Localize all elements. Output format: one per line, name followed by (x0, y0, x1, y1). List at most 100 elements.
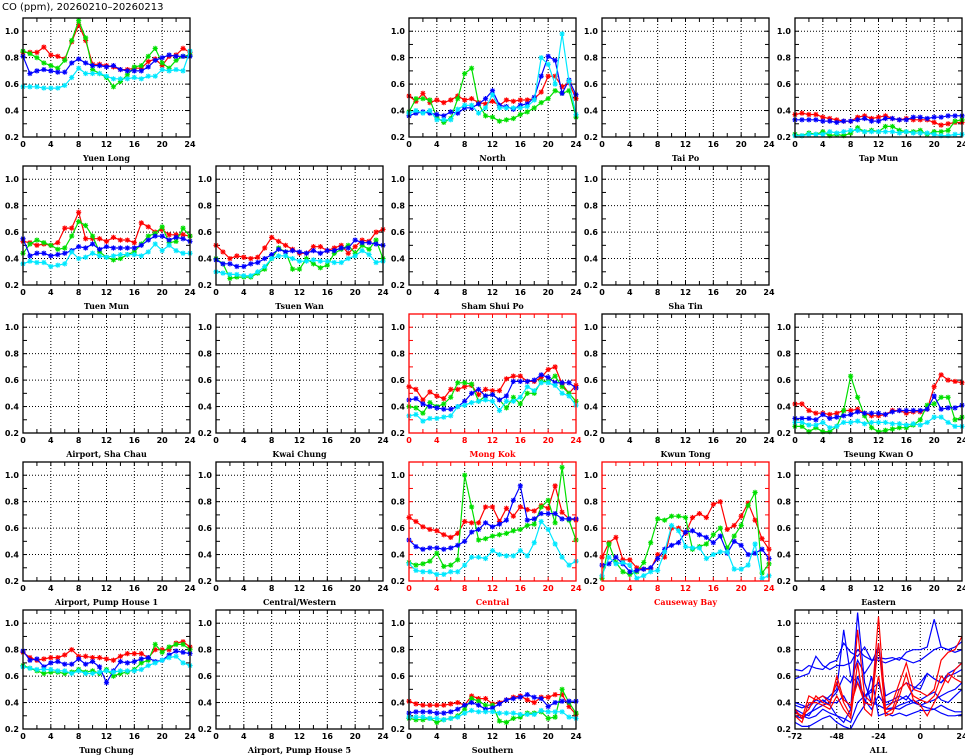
x-tick-label: 24 (570, 436, 582, 445)
data-point-cyan (89, 70, 96, 77)
data-point-blue (89, 658, 96, 665)
data-point-blue (482, 96, 489, 102)
panel-southern: 0.2 0.4 0.6 0.8 1.0 0 4 8 12 16 20 24 Southern (391, 609, 582, 755)
data-point-blue (952, 113, 958, 119)
data-point-blue (559, 380, 565, 386)
data-point-cyan (503, 398, 510, 404)
data-point-green (159, 60, 165, 66)
data-point-blue (517, 378, 523, 385)
data-point-blue (538, 695, 544, 702)
data-point-green (55, 65, 61, 71)
panel-airport-sha-chau: 0.2 0.4 0.6 0.8 1.0 0 4 8 12 16 20 24 Airport, Sha C… (5, 313, 196, 459)
data-point-cyan (552, 81, 558, 87)
data-point-cyan (489, 709, 496, 715)
y-tick-label: 1.0 (391, 27, 406, 36)
series-line-blue (794, 681, 962, 724)
data-point-green (496, 118, 503, 124)
data-point-blue (559, 90, 565, 96)
data-point-blue (455, 542, 461, 548)
data-point-red (545, 505, 551, 511)
y-tick-label: 0.2 (584, 133, 598, 142)
data-point-cyan (545, 526, 551, 533)
panel-title: Central/Western (263, 597, 336, 607)
y-tick-label: 0.4 (198, 551, 213, 560)
data-point-red (234, 253, 240, 259)
page-title: CO (ppm), 20260210–20260213 (2, 2, 164, 13)
data-point-green (675, 513, 682, 519)
data-point-blue (159, 233, 165, 239)
x-tick-label: 0 (213, 288, 219, 297)
y-tick-label: 0.8 (391, 350, 406, 359)
data-point-blue (138, 656, 144, 662)
data-point-green (655, 516, 661, 522)
data-point-blue (489, 88, 496, 94)
data-point-blue (469, 699, 475, 706)
y-tick-label: 1.0 (777, 323, 792, 332)
data-point-red (276, 238, 282, 244)
data-point-blue (855, 117, 861, 123)
data-point-blue (524, 101, 530, 107)
data-point-blue (945, 405, 951, 411)
data-point-red (145, 224, 151, 230)
data-point-green (552, 88, 558, 94)
data-point-green (34, 55, 40, 61)
y-tick-label: 0.2 (584, 577, 598, 586)
data-point-red (517, 97, 523, 103)
data-point-cyan (531, 711, 537, 718)
panel-title: Airport, Pump House 5 (247, 745, 351, 755)
series-line-red (408, 483, 577, 539)
panel-frame (408, 609, 577, 730)
y-tick-label: 1.0 (391, 619, 406, 628)
data-point-red (689, 514, 696, 521)
data-point-cyan (496, 551, 503, 558)
data-point-blue (303, 250, 310, 256)
data-point-green (820, 429, 826, 435)
data-point-red (938, 122, 944, 128)
data-point-green (882, 427, 889, 433)
data-point-blue (634, 567, 640, 574)
data-point-cyan (806, 422, 812, 428)
y-tick-label: 0.6 (198, 672, 213, 681)
data-point-red (27, 655, 33, 661)
data-point-cyan (924, 130, 930, 136)
panel-frame (215, 313, 384, 434)
data-point-green (545, 715, 551, 722)
data-point-cyan (559, 554, 565, 560)
x-tick-label: 12 (873, 436, 884, 445)
data-point-red (427, 702, 433, 708)
data-point-red (503, 505, 510, 511)
data-point-blue (83, 60, 89, 66)
data-point-blue (910, 407, 916, 414)
data-point-red (489, 504, 496, 510)
x-tick-label: 12 (294, 584, 305, 593)
data-point-cyan (848, 127, 854, 133)
data-point-red (180, 232, 186, 238)
data-point-cyan (469, 707, 475, 714)
data-point-blue (475, 702, 482, 708)
x-tick-label: 20 (157, 288, 169, 297)
y-tick-label: 0.8 (391, 646, 406, 655)
data-point-blue (462, 105, 468, 111)
data-point-cyan (41, 259, 47, 266)
data-point-green (366, 246, 372, 252)
data-point-red (48, 52, 54, 58)
data-point-cyan (55, 85, 61, 91)
data-point-blue (517, 694, 523, 700)
data-point-red (455, 530, 461, 536)
panel-tseung-kwan-o: 0.2 0.4 0.6 0.8 1.0 0 4 8 12 16 20 24 Tseung Kwan O (777, 313, 965, 459)
data-point-red (420, 397, 426, 403)
data-point-cyan (62, 82, 68, 89)
data-point-red (917, 117, 923, 123)
data-point-green (145, 233, 151, 239)
data-point-green (441, 401, 447, 407)
x-tick-label: 4 (820, 584, 826, 593)
x-tick-label: 4 (48, 436, 54, 445)
y-tick-label: 0.8 (584, 498, 599, 507)
y-tick-label: 0.4 (391, 699, 406, 708)
y-tick-label: 0.8 (5, 350, 20, 359)
data-point-blue (345, 245, 351, 251)
data-point-blue (103, 244, 110, 250)
data-point-cyan (668, 522, 675, 529)
x-tick-label: 4 (241, 436, 247, 445)
x-tick-label: 24 (184, 732, 196, 741)
